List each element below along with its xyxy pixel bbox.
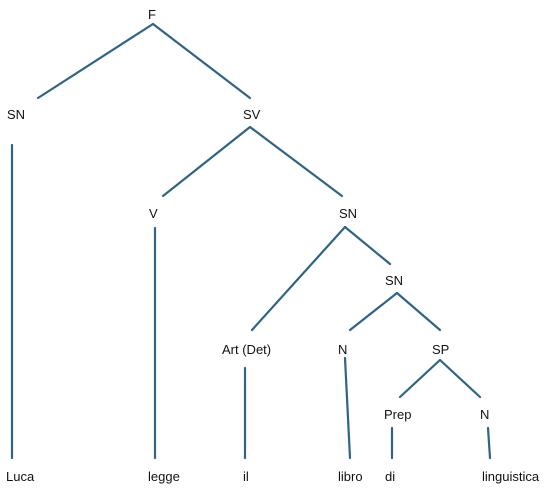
word-linguistica: linguistica	[482, 469, 540, 484]
edge-n-libro	[343, 356, 352, 460]
edge-sp-prep	[398, 358, 442, 399]
node-sv: SV	[243, 107, 261, 122]
edge-sp-n	[438, 358, 482, 399]
node-n-linguistica: N	[480, 407, 490, 422]
node-v: V	[149, 206, 158, 221]
edge-f-sn	[36, 22, 155, 100]
node-sp: SP	[432, 342, 450, 357]
node-prep: Prep	[384, 407, 412, 422]
edge-sn-art	[250, 225, 347, 332]
word-legge: legge	[148, 469, 180, 484]
edge-sninner-sp	[395, 291, 442, 332]
node-art-det: Art (Det)	[222, 342, 272, 357]
node-sn-inner: SN	[385, 273, 404, 288]
word-luca: Luca	[6, 469, 35, 484]
node-sn-object: SN	[339, 206, 358, 221]
word-il: il	[243, 469, 249, 484]
edge-sv-sn	[248, 125, 344, 198]
edge-n-linguistica	[486, 426, 492, 460]
node-sn-subject: SN	[7, 107, 26, 122]
node-f: F	[148, 7, 156, 22]
edge-sv-v	[161, 125, 252, 198]
word-di: di	[385, 469, 396, 484]
node-n-libro: N	[338, 342, 348, 357]
edge-sn-sninner	[343, 225, 392, 266]
edge-f-sv	[151, 22, 252, 100]
word-libro: libro	[338, 469, 363, 484]
edge-sninner-n	[348, 291, 399, 332]
